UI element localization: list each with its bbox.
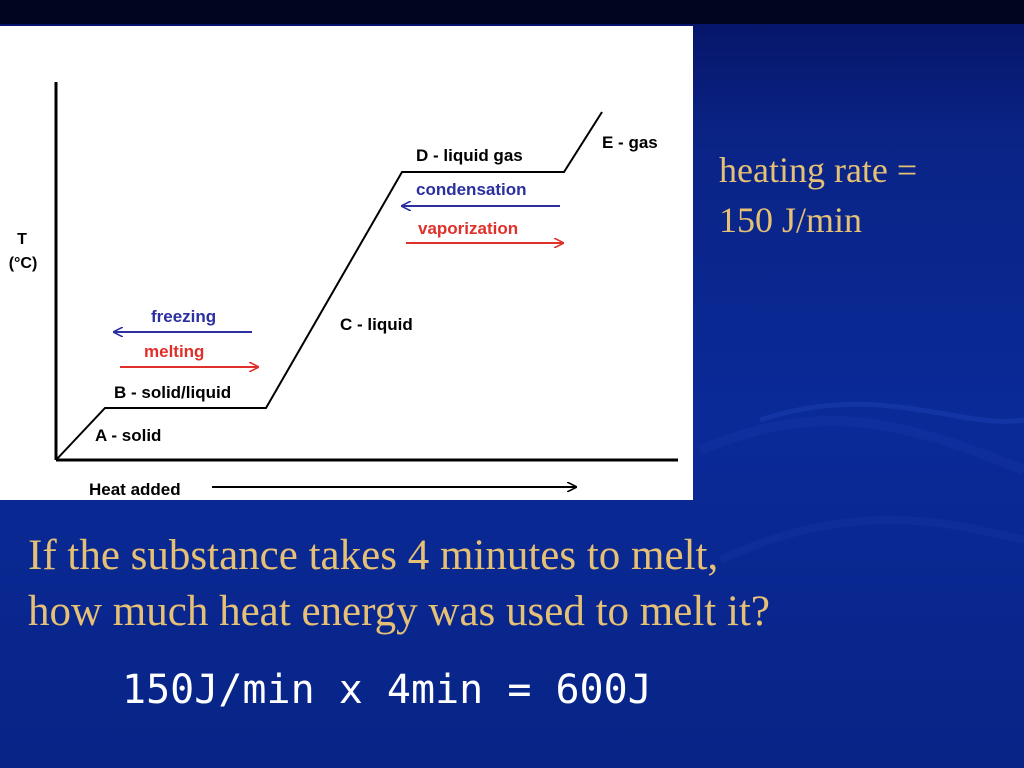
condensation-label: condensation <box>416 180 527 199</box>
label-e-gas: E - gas <box>602 133 658 152</box>
heating-rate-line2: 150 J/min <box>719 200 863 240</box>
label-c-liquid: C - liquid <box>340 315 413 334</box>
melting-label: melting <box>144 342 204 361</box>
heating-curve-diagram: T (°C) Heat added A - solid B - solid/li… <box>0 26 693 500</box>
vaporization-label: vaporization <box>418 219 518 238</box>
top-bar <box>0 0 1024 24</box>
heating-curve <box>55 111 603 461</box>
y-axis-unit: (°C) <box>9 255 38 272</box>
question-line1: If the substance takes 4 minutes to melt… <box>28 532 719 579</box>
label-a-solid: A - solid <box>95 426 161 445</box>
freezing-label: freezing <box>151 307 216 326</box>
question-line2: how much heat energy was used to melt it… <box>28 588 770 635</box>
x-axis-label: Heat added <box>89 480 181 499</box>
question-text: If the substance takes 4 minutes to melt… <box>28 528 770 640</box>
answer-text: 150J/min x 4min = 600J <box>122 667 652 713</box>
label-b-solid-liquid: B - solid/liquid <box>114 383 231 402</box>
y-axis-label: T <box>17 231 27 248</box>
heating-rate-line1: heating rate = <box>719 150 918 190</box>
heating-rate-note: heating rate = 150 J/min <box>719 145 917 245</box>
label-d-liquid-gas: D - liquid gas <box>416 146 523 165</box>
